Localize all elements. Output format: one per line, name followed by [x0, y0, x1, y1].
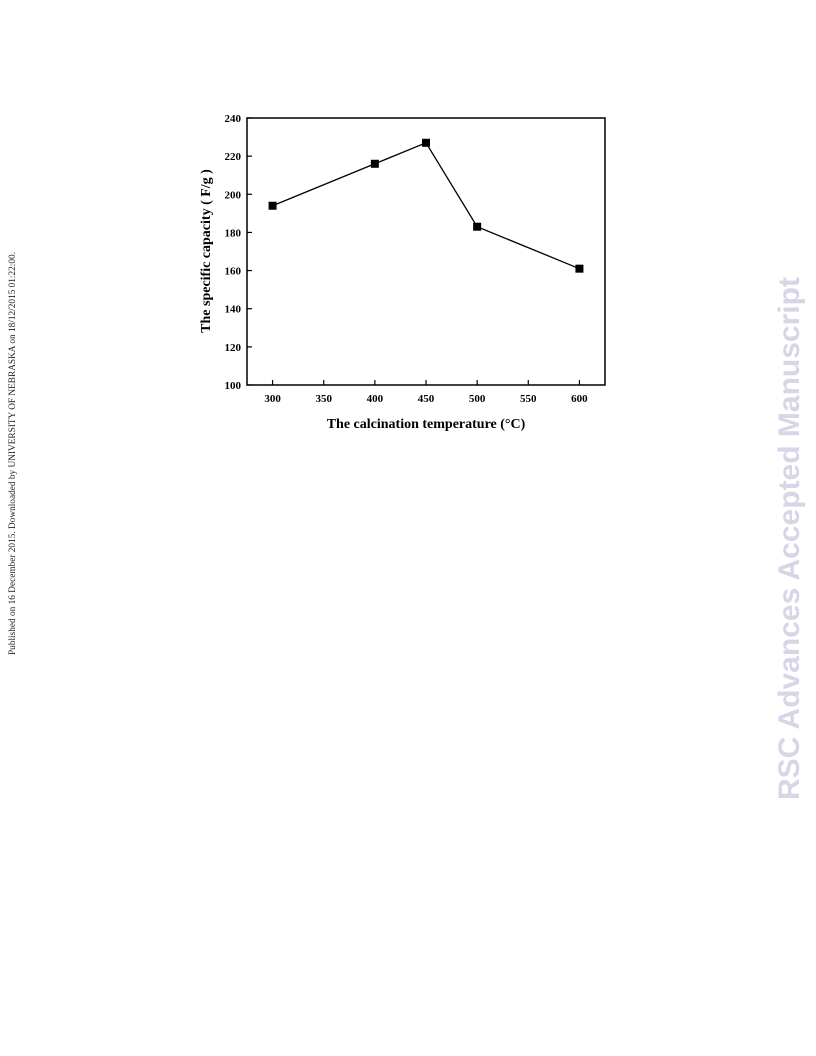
journal-watermark: RSC Advances Accepted Manuscript [773, 277, 806, 800]
download-notice: Published on 16 December 2015. Downloade… [8, 251, 18, 655]
plot-frame [246, 117, 606, 386]
data-point [473, 222, 482, 231]
data-point [575, 264, 584, 273]
y-axis-ticks: 100 120 140 160 180 200 220 240 [225, 113, 252, 392]
series-line [272, 141, 580, 270]
y-tick-label: 100 [225, 380, 242, 392]
y-tick-label: 200 [225, 189, 242, 201]
x-tick-label: 500 [469, 393, 486, 405]
y-tick-label: 180 [225, 227, 242, 239]
x-axis-ticks: 300 350 400 450 500 550 600 [264, 380, 588, 405]
x-tick-label: 400 [367, 393, 384, 405]
x-tick-label: 350 [315, 393, 332, 405]
calcination-capacity-chart: 300 350 400 450 500 550 600 100 120 140 160 180 200… [199, 113, 606, 432]
y-axis-label: The specific capacity ( F/g ) [199, 169, 214, 333]
x-axis-label: The calcination temperature (°C) [327, 417, 526, 432]
x-tick-label: 550 [520, 393, 537, 405]
y-tick-label: 240 [225, 113, 242, 125]
y-tick-label: 160 [225, 266, 242, 278]
y-tick-label: 140 [225, 304, 242, 316]
data-point [370, 159, 379, 168]
y-tick-label: 120 [225, 342, 242, 354]
data-point [422, 138, 430, 147]
x-tick-label: 600 [571, 393, 588, 405]
data-points [268, 138, 584, 273]
x-tick-label: 300 [264, 393, 281, 405]
data-point [268, 201, 277, 210]
x-tick-label: 450 [418, 393, 435, 405]
y-tick-label: 220 [225, 151, 242, 163]
